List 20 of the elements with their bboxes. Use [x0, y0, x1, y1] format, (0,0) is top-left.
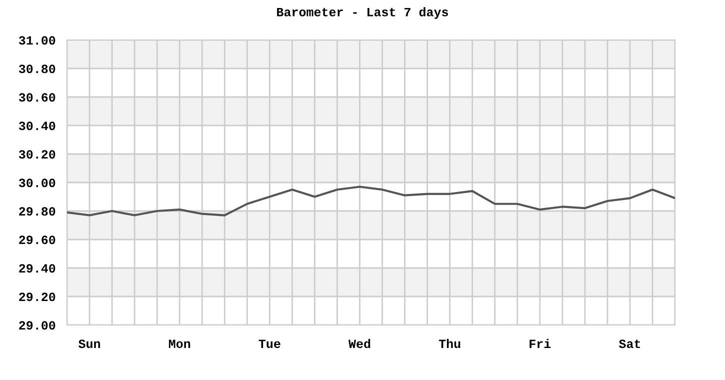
x-tick-label: Sun [78, 340, 100, 348]
y-tick-label: 30.40 [18, 122, 56, 130]
y-tick-label: 30.60 [18, 93, 56, 102]
y-tick-label: 30.80 [18, 64, 56, 74]
y-tick-label: 30.20 [18, 150, 56, 159]
y-tick-label: 29.80 [19, 207, 56, 216]
x-tick-label: Wed [348, 338, 370, 348]
x-tick-label: Tue [258, 340, 280, 348]
x-tick-label: Mon [168, 340, 190, 348]
x-tick-label: Thu [438, 338, 460, 348]
y-tick-label: 29.20 [19, 292, 56, 302]
x-tick-label: Fri [530, 338, 551, 348]
y-tick-label: 30.00 [18, 178, 56, 188]
y-tick-label: 29.40 [19, 264, 56, 273]
y-tick-label: 31.00 [18, 36, 56, 45]
line-series [67, 186, 675, 216]
y-tick-label: 29.60 [19, 236, 56, 244]
x-tick-label: Sat [618, 340, 640, 348]
y-tick-label: 29.00 [19, 321, 56, 330]
chart-title: Barometer - Last 7 days [277, 7, 448, 19]
